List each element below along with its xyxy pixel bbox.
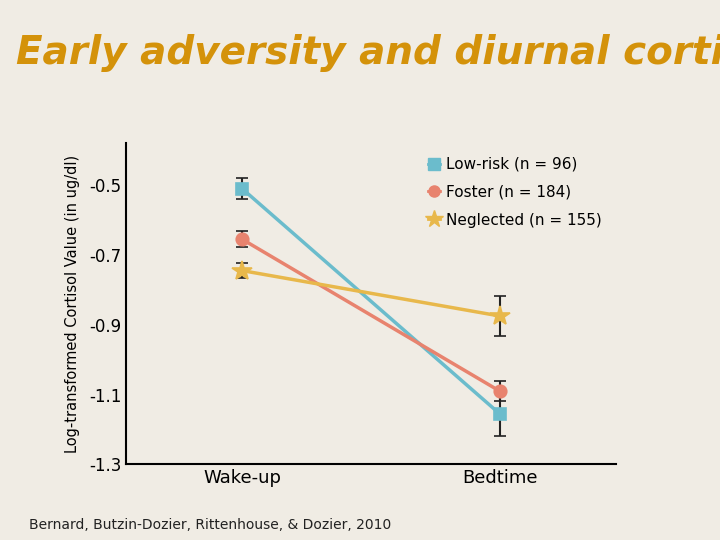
Text: Early adversity and diurnal cortisol: Early adversity and diurnal cortisol <box>16 34 720 72</box>
Text: Bernard, Butzin-Dozier, Rittenhouse, & Dozier, 2010: Bernard, Butzin-Dozier, Rittenhouse, & D… <box>29 518 391 532</box>
Y-axis label: Log-transformed Cortisol Value (in ug/dl): Log-transformed Cortisol Value (in ug/dl… <box>66 154 81 453</box>
Legend: Low-risk (n = 96), Foster (n = 184), Neglected (n = 155): Low-risk (n = 96), Foster (n = 184), Neg… <box>422 151 608 234</box>
